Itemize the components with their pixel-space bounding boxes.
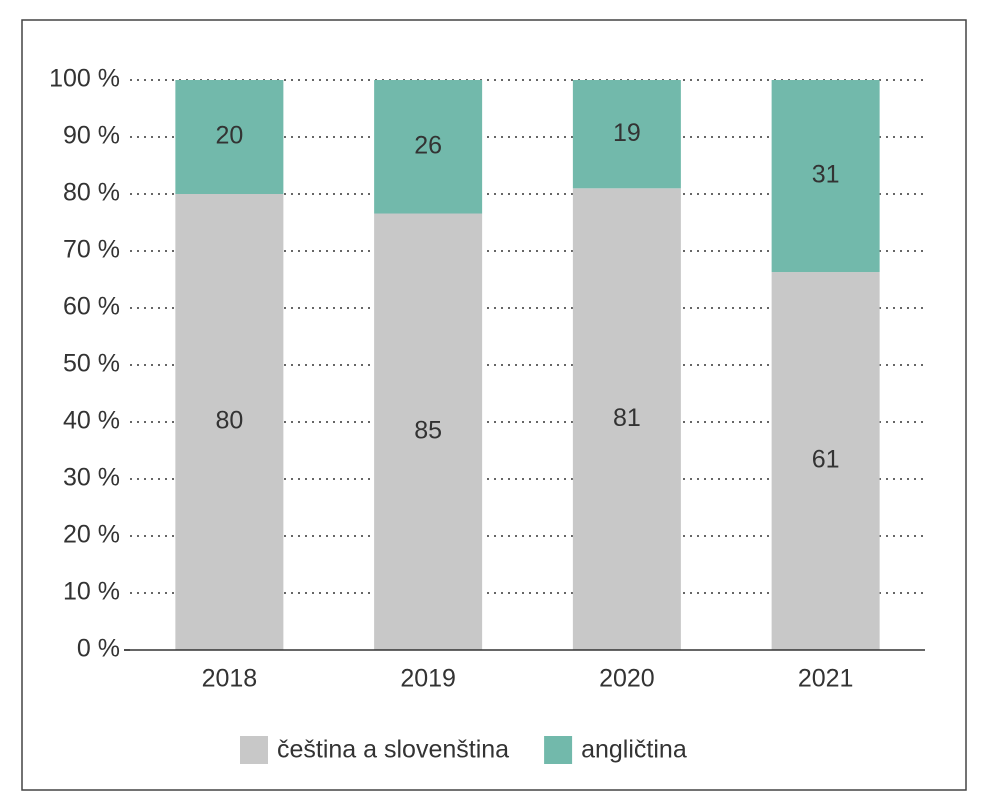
bar-segment — [374, 213, 483, 650]
data-label: 61 — [812, 446, 840, 474]
bar-segment — [572, 188, 681, 651]
y-tick-label: 0 % — [77, 635, 120, 663]
bar-segment — [572, 80, 681, 189]
data-label: 81 — [613, 404, 641, 432]
data-label: 31 — [812, 161, 840, 189]
x-tick-label: 2020 — [599, 665, 655, 693]
data-label: 20 — [215, 122, 243, 150]
data-label: 26 — [414, 131, 442, 159]
y-tick-label: 90 % — [63, 122, 120, 150]
bar-segment — [175, 80, 284, 194]
data-label: 85 — [414, 416, 442, 444]
x-tick-label: 2021 — [798, 665, 854, 693]
legend-label: angličtina — [581, 736, 687, 764]
bar-segment — [374, 80, 483, 214]
y-tick-label: 20 % — [63, 521, 120, 549]
y-tick-label: 100 % — [49, 65, 120, 93]
legend-swatch — [240, 736, 268, 764]
x-tick-label: 2018 — [202, 665, 258, 693]
x-tick-label: 2019 — [400, 665, 456, 693]
y-tick-label: 70 % — [63, 236, 120, 264]
y-tick-label: 40 % — [63, 407, 120, 435]
bar-segment — [771, 80, 880, 273]
legend-swatch — [544, 736, 573, 764]
y-tick-label: 10 % — [63, 578, 120, 606]
y-tick-label: 30 % — [63, 464, 120, 492]
frame — [21, 19, 967, 791]
bar-segment — [771, 272, 880, 650]
y-tick-label: 80 % — [63, 179, 120, 207]
legend-label: čeština a slovenština — [277, 736, 509, 764]
y-tick-label: 50 % — [63, 350, 120, 378]
y-tick-label: 60 % — [63, 293, 120, 321]
data-label: 80 — [215, 407, 243, 435]
bar-segment — [175, 194, 284, 650]
data-label: 19 — [613, 119, 641, 147]
